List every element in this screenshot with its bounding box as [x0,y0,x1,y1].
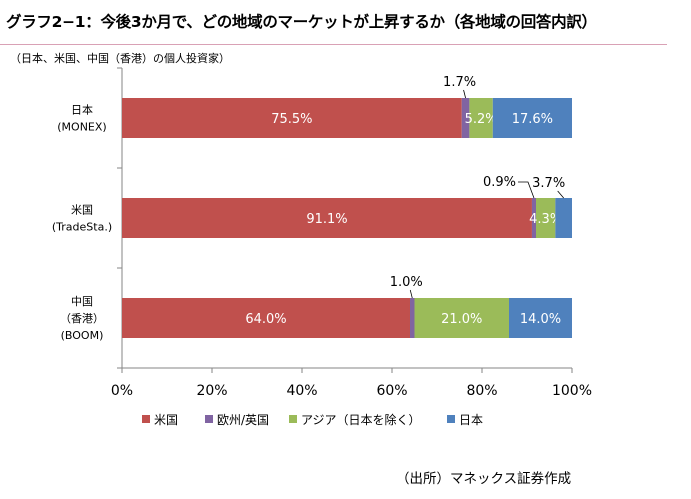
data-label: 21.0% [441,312,482,327]
category-label: (BOOM) [61,329,104,342]
legend-label: 日本 [459,413,483,427]
bar-segment [555,198,572,238]
x-tick-label: 40% [286,383,317,399]
bar-segment [492,98,572,138]
x-tick-label: 100% [552,383,592,399]
bar-segment [122,198,532,238]
data-label: 1.0% [390,275,423,290]
category-label: （香港） [60,312,104,325]
bar-segment [531,198,536,238]
category-label: (MONEX) [57,121,106,134]
legend-swatch [142,415,150,423]
data-label: 75.5% [271,112,312,127]
category-label: 中国 [71,295,93,308]
title-underline [0,44,667,45]
bar-segment [536,198,556,238]
leader-line [409,289,413,299]
legend-swatch [289,415,297,423]
x-tick-label: 60% [376,383,407,399]
legend-label: アジア（日本を除く） [301,412,421,427]
data-label: 0.9% [483,175,516,190]
data-label: 1.7% [443,75,476,90]
category-label: (TradeSta.) [52,221,112,234]
leader-line [463,89,466,99]
chart-title: グラフ2−1：今後3か月で、どの地域のマーケットが上昇するか（各地域の回答内訳） [6,13,597,31]
category-label: 日本 [71,103,93,117]
data-label: 4.3% [529,212,562,227]
legend-label: 米国 [154,413,178,427]
x-tick-label: 0% [111,383,133,399]
x-tick-label: 20% [196,383,227,399]
bar-segment [461,98,470,138]
data-label: 14.0% [520,312,561,327]
chart-subtitle: （日本、米国、中国（香港）の個人投資家） [10,52,230,65]
data-label: 91.1% [306,212,347,227]
data-label: 64.0% [245,312,286,327]
bar-segment [509,298,572,338]
leader-line [517,181,535,199]
bar-segment [414,298,509,338]
leader-line [557,190,564,199]
data-label: 17.6% [512,112,553,127]
legend-label: 欧州/英国 [217,413,269,427]
legend-swatch [205,415,213,423]
bar-segment [122,298,410,338]
legend-swatch [447,415,455,423]
source-note: （出所）マネックス証券作成 [396,471,572,487]
bar-segment [410,298,415,338]
data-label: 5.2% [465,112,498,127]
x-tick-label: 80% [466,383,497,399]
category-label: 米国 [71,204,93,217]
bar-segment [122,98,462,138]
data-label: 3.7% [532,176,565,191]
bar-segment [469,98,493,138]
